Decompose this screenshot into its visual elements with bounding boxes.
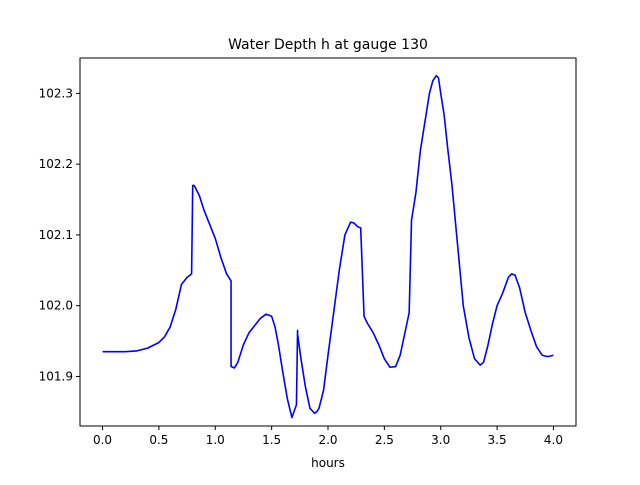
chart-title: Water Depth h at gauge 130	[228, 37, 428, 53]
x-tick-label: 0.0	[93, 433, 112, 447]
plot-area: 0.0 0.5 1.0 1.5 2.0 2.5 3.0 3.5 4.0 101.9 102.0 102…	[39, 57, 577, 447]
x-tick-label: 2.5	[375, 433, 394, 447]
x-tick-label: 3.5	[488, 433, 507, 447]
x-tick-label: 1.5	[262, 433, 281, 447]
x-tick-label: 4.0	[544, 433, 563, 447]
y-tick-label: 102.3	[39, 86, 73, 100]
x-tick-label: 1.0	[206, 433, 225, 447]
y-tick-label: 101.9	[39, 369, 73, 383]
x-tick-label: 2.0	[318, 433, 337, 447]
y-tick-label: 102.2	[39, 157, 73, 171]
x-tick-label: 0.5	[149, 433, 168, 447]
series-line-0	[102, 74, 554, 419]
y-tick-label: 102.0	[39, 299, 73, 313]
x-axis-label: hours	[311, 456, 345, 470]
x-tick-label: 3.0	[431, 433, 450, 447]
y-tick-label: 102.1	[39, 228, 73, 242]
